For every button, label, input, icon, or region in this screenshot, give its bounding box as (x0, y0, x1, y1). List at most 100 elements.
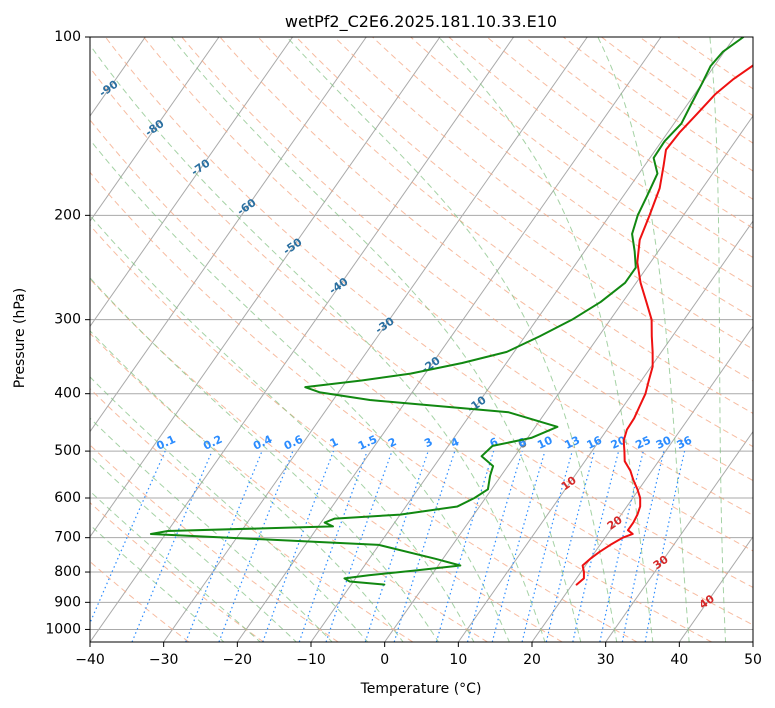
isotherm-gridline (531, 325, 753, 642)
dry-adiabat-line (90, 224, 638, 642)
mixing-ratio-line (185, 450, 263, 642)
dry-adiabat-line (677, 37, 753, 90)
mixing-ratio-label: 13 (563, 434, 582, 452)
mixing-ratio-label: 0.2 (201, 433, 224, 453)
isotherm-label: 40 (697, 592, 717, 612)
dry-adiabat-line (90, 387, 414, 642)
moist-adiabat-line (90, 524, 225, 642)
x-tick-label: −10 (296, 652, 326, 668)
dry-adiabat-line (219, 37, 753, 448)
moist-adiabat-line (438, 37, 654, 642)
isotherm-label: -20 (419, 354, 443, 376)
dry-adiabat-line (90, 171, 712, 642)
y-tick-label: 200 (54, 207, 81, 223)
moist-adiabat-line (90, 330, 404, 642)
mixing-ratio-line (435, 450, 495, 642)
isotherm-gridline (90, 37, 515, 642)
isotherm-gridline (90, 37, 441, 538)
isotherm-gridline (605, 430, 753, 642)
mixing-ratio-label: 0.4 (251, 433, 274, 453)
moist-adiabat-line (90, 44, 546, 642)
moist-adiabat-line (90, 277, 440, 642)
dry-adiabat-line (601, 37, 753, 144)
isotherm-gridline (90, 37, 367, 433)
isotherm-gridline (457, 220, 753, 642)
x-axis-label: Temperature (°C) (360, 681, 482, 697)
dry-adiabat-line (90, 332, 488, 642)
dry-adiabat-line (90, 444, 339, 642)
x-tick-label: 0 (380, 652, 389, 668)
dry-adiabat-line (90, 278, 563, 642)
isotherm-gridline (678, 535, 753, 642)
x-tick-label: 30 (597, 652, 615, 668)
isotherm-label: -80 (143, 117, 167, 139)
dry-adiabat-line (372, 37, 753, 319)
mixing-ratio-line (218, 450, 294, 642)
background-lines (0, 37, 753, 642)
dry-adiabat-line (448, 37, 753, 259)
dry-adiabat-line (334, 37, 753, 350)
x-tick-label: 10 (449, 652, 467, 668)
x-tick-label: 40 (670, 652, 688, 668)
mixing-ratio-label: 16 (585, 433, 605, 451)
mixing-ratio-labels: 0.1 0.2 0.4 0.6 1 1.5 2 3 4 6 8 10 13 16 20 25 30 36 (154, 433, 694, 453)
y-tick-label: 1000 (45, 621, 81, 637)
mixing-ratio-line (466, 450, 523, 642)
moist-adiabat-line (90, 417, 333, 642)
x-tick-label: 50 (744, 652, 762, 668)
isotherm-label: -30 (373, 314, 397, 336)
isotherm-label: -60 (235, 196, 259, 218)
isotherm-gridline (384, 115, 753, 642)
mixing-ratio-label: 0.6 (282, 433, 305, 453)
x-axis-ticks: −40 −30 −20 −10 0 10 20 30 40 50 (75, 642, 762, 668)
dewpoint-profile-line (149, 37, 745, 586)
mixing-ratio-label: 30 (654, 433, 674, 451)
temperature-profile-line (575, 64, 753, 586)
mixing-ratio-line (325, 450, 393, 642)
mixing-ratio-line (644, 450, 686, 642)
mixing-ratio-line (393, 450, 456, 642)
plot-frame (89, 36, 754, 643)
x-tick-label: −40 (75, 652, 105, 668)
dry-adiabat-line (90, 119, 753, 626)
moist-adiabat-line (597, 37, 690, 642)
mixing-ratio-label: 25 (633, 434, 652, 452)
isotherm-label: 10 (559, 474, 579, 494)
dry-adiabat-line (639, 37, 753, 117)
chart-title: wetPf2_C2E6.2025.181.10.33.E10 (285, 12, 557, 32)
dry-adiabat-line (143, 37, 753, 516)
isotherm-label: -50 (281, 235, 305, 257)
y-tick-label: 700 (54, 530, 81, 546)
isotherm-label: -40 (327, 275, 351, 297)
mixing-ratio-label: 36 (675, 433, 695, 451)
mixing-ratio-label: 1.5 (356, 433, 379, 453)
dry-adiabat-line (295, 37, 753, 382)
isotherm-label: -70 (189, 156, 213, 178)
isotherm-label: 20 (605, 513, 625, 533)
isotherm-label: 30 (651, 553, 671, 573)
dry-adiabat-line (181, 37, 753, 482)
isotherm-gridline (310, 37, 736, 642)
dry-adiabat-line (410, 37, 753, 289)
x-tick-label: −30 (149, 652, 179, 668)
isotherm-gridline (90, 37, 220, 223)
dry-adiabat-line (105, 37, 753, 552)
mixing-ratio-line (364, 450, 429, 642)
y-axis-label: Pressure (hPa) (12, 288, 28, 388)
moist-adiabat-line (90, 214, 475, 642)
mixing-ratio-line (491, 450, 546, 642)
y-tick-label: 100 (54, 29, 81, 45)
y-tick-label: 600 (54, 490, 81, 506)
isotherm-gridline (752, 641, 753, 642)
y-axis-ticks: 100 200 300 400 500 600 700 800 900 1000 (45, 29, 90, 637)
moist-adiabat-line (90, 139, 510, 642)
moist-adiabat-line (171, 37, 582, 642)
mixing-ratio-label: 10 (535, 433, 555, 451)
y-tick-label: 900 (54, 594, 81, 610)
isotherm-gridline (0, 37, 72, 642)
dry-adiabat-line (90, 67, 753, 588)
moist-adiabat-line (90, 376, 369, 642)
dry-adiabat-line (90, 501, 264, 642)
